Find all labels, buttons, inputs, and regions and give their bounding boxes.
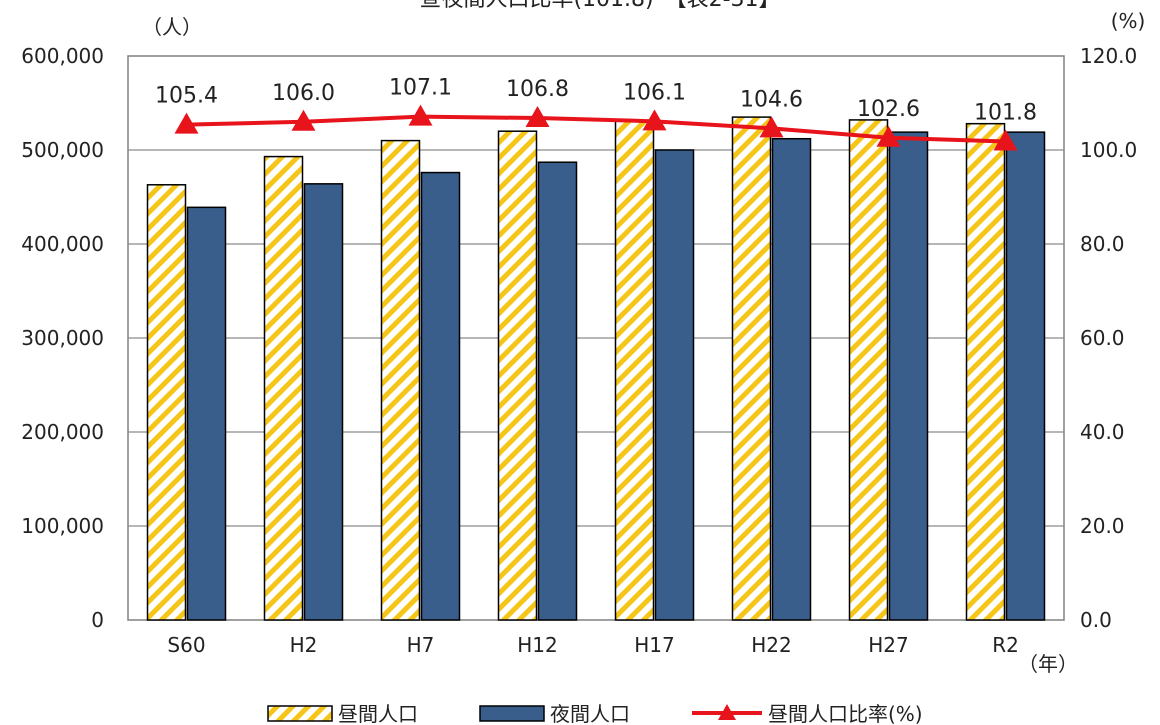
ratio-line: 105.4 106.0 107.1 106.8 106.1 104.6 102.6 101.8 <box>155 76 1037 151</box>
bar-nighttime <box>420 171 461 621</box>
bar-daytime <box>731 116 772 621</box>
x-tick-label: S60 <box>167 633 205 657</box>
bar-nighttime <box>654 149 695 621</box>
y-left-tick-label: 0 <box>91 608 104 632</box>
ratio-marker <box>408 104 433 126</box>
x-tick-label: H27 <box>868 633 909 657</box>
ratio-data-label: 101.8 <box>974 101 1037 126</box>
y-left-tick-label: 500,000 <box>21 138 104 162</box>
legend-swatch-daytime <box>267 705 333 722</box>
ratio-marker <box>174 112 199 134</box>
ratio-series-line <box>186 114 1006 144</box>
y-left-tick-label: 600,000 <box>21 44 104 68</box>
y-right-tick-labels: 0.0 20.0 40.0 60.0 80.0 100.0 120.0 <box>1080 44 1137 632</box>
ratio-data-label: 106.1 <box>623 80 686 105</box>
chart-title: 昼夜間人口比率(101.8) 【表2-31】 <box>419 0 780 12</box>
x-unit: （年） <box>1018 652 1078 676</box>
legend-swatch-ratio-marker <box>718 704 736 720</box>
ratio-marker <box>642 109 667 131</box>
legend-label-daytime: 昼間人口 <box>338 702 418 725</box>
legend-item-ratio: 昼間人口比率(%) <box>692 702 923 725</box>
y-left-tick-label: 200,000 <box>21 420 104 444</box>
x-tick-label: H12 <box>517 633 558 657</box>
legend-label-ratio: 昼間人口比率(%) <box>768 702 923 725</box>
x-tick-labels: S60 H2 H7 H12 H17 H22 H27 R2 <box>167 633 1018 657</box>
x-tick-label: H22 <box>751 633 792 657</box>
ratio-data-label: 106.0 <box>272 81 335 106</box>
ratio-data-label: 104.6 <box>740 87 803 112</box>
ratio-marker <box>525 106 550 128</box>
ratio-data-label: 102.6 <box>857 97 920 122</box>
bar-nighttime <box>771 137 812 621</box>
x-tick-label: H2 <box>290 633 318 657</box>
ratio-marker <box>876 125 901 147</box>
y-left-unit: （人） <box>142 15 202 39</box>
legend-swatch-nighttime <box>479 705 545 722</box>
y-left-tick-label: 100,000 <box>21 514 104 538</box>
bar-daytime <box>263 155 304 621</box>
x-tick-label: H7 <box>407 633 435 657</box>
legend: 昼間人口 夜間人口 昼間人口比率(%) <box>267 702 923 725</box>
bar-nighttime <box>186 206 227 621</box>
bar-daytime <box>614 120 655 621</box>
y-right-tick-label: 60.0 <box>1080 326 1125 350</box>
bars <box>146 116 1046 621</box>
bar-daytime <box>848 119 889 621</box>
y-right-tick-label: 80.0 <box>1080 232 1125 256</box>
y-right-tick-label: 100.0 <box>1080 138 1137 162</box>
y-left-tick-label: 400,000 <box>21 232 104 256</box>
legend-item-daytime: 昼間人口 <box>267 702 418 725</box>
x-tick-label: R2 <box>992 633 1019 657</box>
bar-daytime <box>380 139 421 621</box>
x-tick-label: H17 <box>634 633 675 657</box>
y-left-tick-labels: 0 100,000 200,000 300,000 400,000 500,000 600,… <box>21 44 104 632</box>
y-right-tick-label: 120.0 <box>1080 44 1137 68</box>
y-left-tick-label: 300,000 <box>21 326 104 350</box>
bar-nighttime <box>888 131 929 621</box>
legend-item-nighttime: 夜間人口 <box>479 702 630 725</box>
y-right-unit: (%) <box>1111 9 1146 33</box>
ratio-data-label: 106.8 <box>506 77 569 102</box>
ratio-data-label: 107.1 <box>389 76 452 101</box>
ratio-marker <box>759 116 784 138</box>
bar-daytime <box>146 184 187 621</box>
legend-label-nighttime: 夜間人口 <box>550 702 630 725</box>
ratio-marker <box>291 109 316 131</box>
y-right-tick-label: 20.0 <box>1080 514 1125 538</box>
bar-nighttime <box>1005 131 1046 621</box>
y-right-tick-label: 40.0 <box>1080 420 1125 444</box>
bar-daytime <box>965 122 1006 621</box>
bar-daytime <box>497 130 538 621</box>
bar-nighttime <box>303 183 344 621</box>
bar-nighttime <box>537 161 578 621</box>
y-right-tick-label: 0.0 <box>1080 608 1112 632</box>
ratio-marker <box>993 129 1018 151</box>
ratio-data-label: 105.4 <box>155 84 218 109</box>
